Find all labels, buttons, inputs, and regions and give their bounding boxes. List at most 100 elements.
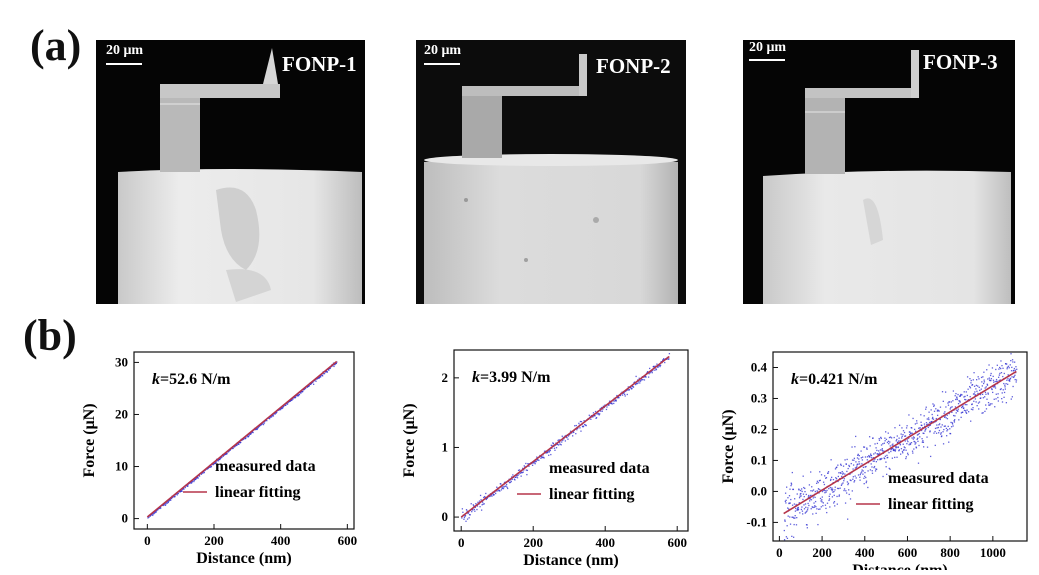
data-point — [467, 511, 470, 514]
data-point — [203, 471, 205, 473]
data-point — [257, 426, 259, 429]
data-point — [985, 404, 987, 406]
data-point — [941, 391, 944, 393]
data-point — [947, 429, 949, 431]
data-point — [932, 403, 934, 405]
data-point — [784, 519, 786, 521]
data-point — [863, 483, 865, 485]
data-point — [883, 450, 885, 452]
data-point — [198, 475, 201, 477]
data-point — [319, 376, 321, 378]
data-point — [905, 449, 907, 451]
data-point — [261, 423, 263, 425]
data-point — [948, 401, 951, 403]
data-point — [855, 461, 857, 463]
probe-name-label: FONP-1 — [282, 52, 357, 76]
data-point — [927, 423, 929, 425]
data-point — [881, 457, 883, 460]
data-point — [606, 406, 608, 408]
data-point — [887, 456, 889, 459]
data-point — [168, 499, 170, 502]
data-point — [1007, 378, 1009, 380]
data-point — [224, 454, 226, 456]
data-point — [655, 368, 657, 370]
data-point — [933, 405, 935, 407]
data-point — [648, 373, 650, 375]
data-point — [855, 466, 858, 469]
data-point — [825, 491, 827, 493]
data-point — [944, 415, 946, 417]
data-point — [852, 476, 854, 478]
data-point — [871, 457, 873, 459]
data-point — [800, 492, 802, 495]
data-point — [827, 472, 829, 474]
data-point — [979, 393, 982, 396]
data-point — [1000, 367, 1002, 370]
data-point — [491, 495, 493, 497]
data-point — [984, 391, 987, 394]
data-point — [896, 456, 898, 458]
data-point — [966, 409, 968, 411]
data-point — [995, 393, 997, 395]
data-point — [807, 496, 810, 498]
y-axis-label: Force (μN) — [720, 409, 737, 483]
data-point — [825, 507, 827, 510]
data-point — [976, 405, 978, 407]
x-tick-label: 400 — [271, 533, 291, 548]
data-point — [557, 439, 559, 442]
x-tick-label: 1000 — [980, 545, 1006, 560]
data-point — [304, 387, 307, 390]
data-point — [1000, 372, 1003, 374]
data-point — [572, 435, 574, 437]
data-point — [847, 467, 849, 470]
data-point — [868, 436, 871, 438]
data-point — [855, 435, 857, 438]
data-point — [878, 453, 880, 455]
data-point — [932, 416, 934, 419]
data-point — [250, 433, 252, 435]
data-point — [918, 444, 920, 447]
data-point — [624, 395, 626, 397]
data-point — [226, 453, 228, 455]
data-point — [860, 457, 863, 459]
data-point — [963, 396, 965, 398]
data-point — [903, 446, 905, 448]
data-point — [1003, 391, 1006, 394]
data-point — [532, 462, 534, 464]
data-point — [514, 479, 516, 481]
data-point — [789, 488, 791, 490]
data-point — [975, 384, 978, 387]
data-point — [164, 503, 166, 505]
data-point — [271, 415, 274, 417]
data-point — [599, 413, 601, 415]
data-point — [842, 473, 844, 475]
data-point — [978, 401, 981, 403]
data-point — [197, 477, 199, 479]
data-point — [942, 400, 944, 402]
data-point — [594, 410, 597, 413]
data-point — [219, 458, 221, 461]
data-point — [999, 366, 1001, 369]
data-point — [834, 486, 836, 488]
data-point — [263, 422, 266, 424]
data-point — [989, 403, 992, 405]
probe-name-label: FONP-3 — [923, 50, 998, 74]
data-point — [813, 506, 815, 508]
data-point — [657, 366, 659, 369]
data-point — [795, 507, 797, 510]
data-point — [1005, 383, 1007, 385]
data-point — [893, 449, 896, 451]
data-point — [977, 402, 980, 404]
data-point — [841, 475, 843, 478]
data-point — [573, 431, 575, 434]
data-point — [915, 446, 917, 448]
data-point — [833, 502, 835, 504]
data-point — [170, 499, 172, 501]
data-point — [837, 464, 839, 466]
data-point — [1005, 363, 1008, 365]
data-point — [924, 430, 926, 432]
data-point — [794, 510, 797, 512]
data-point — [903, 431, 906, 434]
data-point — [202, 472, 204, 474]
data-point — [1013, 375, 1015, 378]
